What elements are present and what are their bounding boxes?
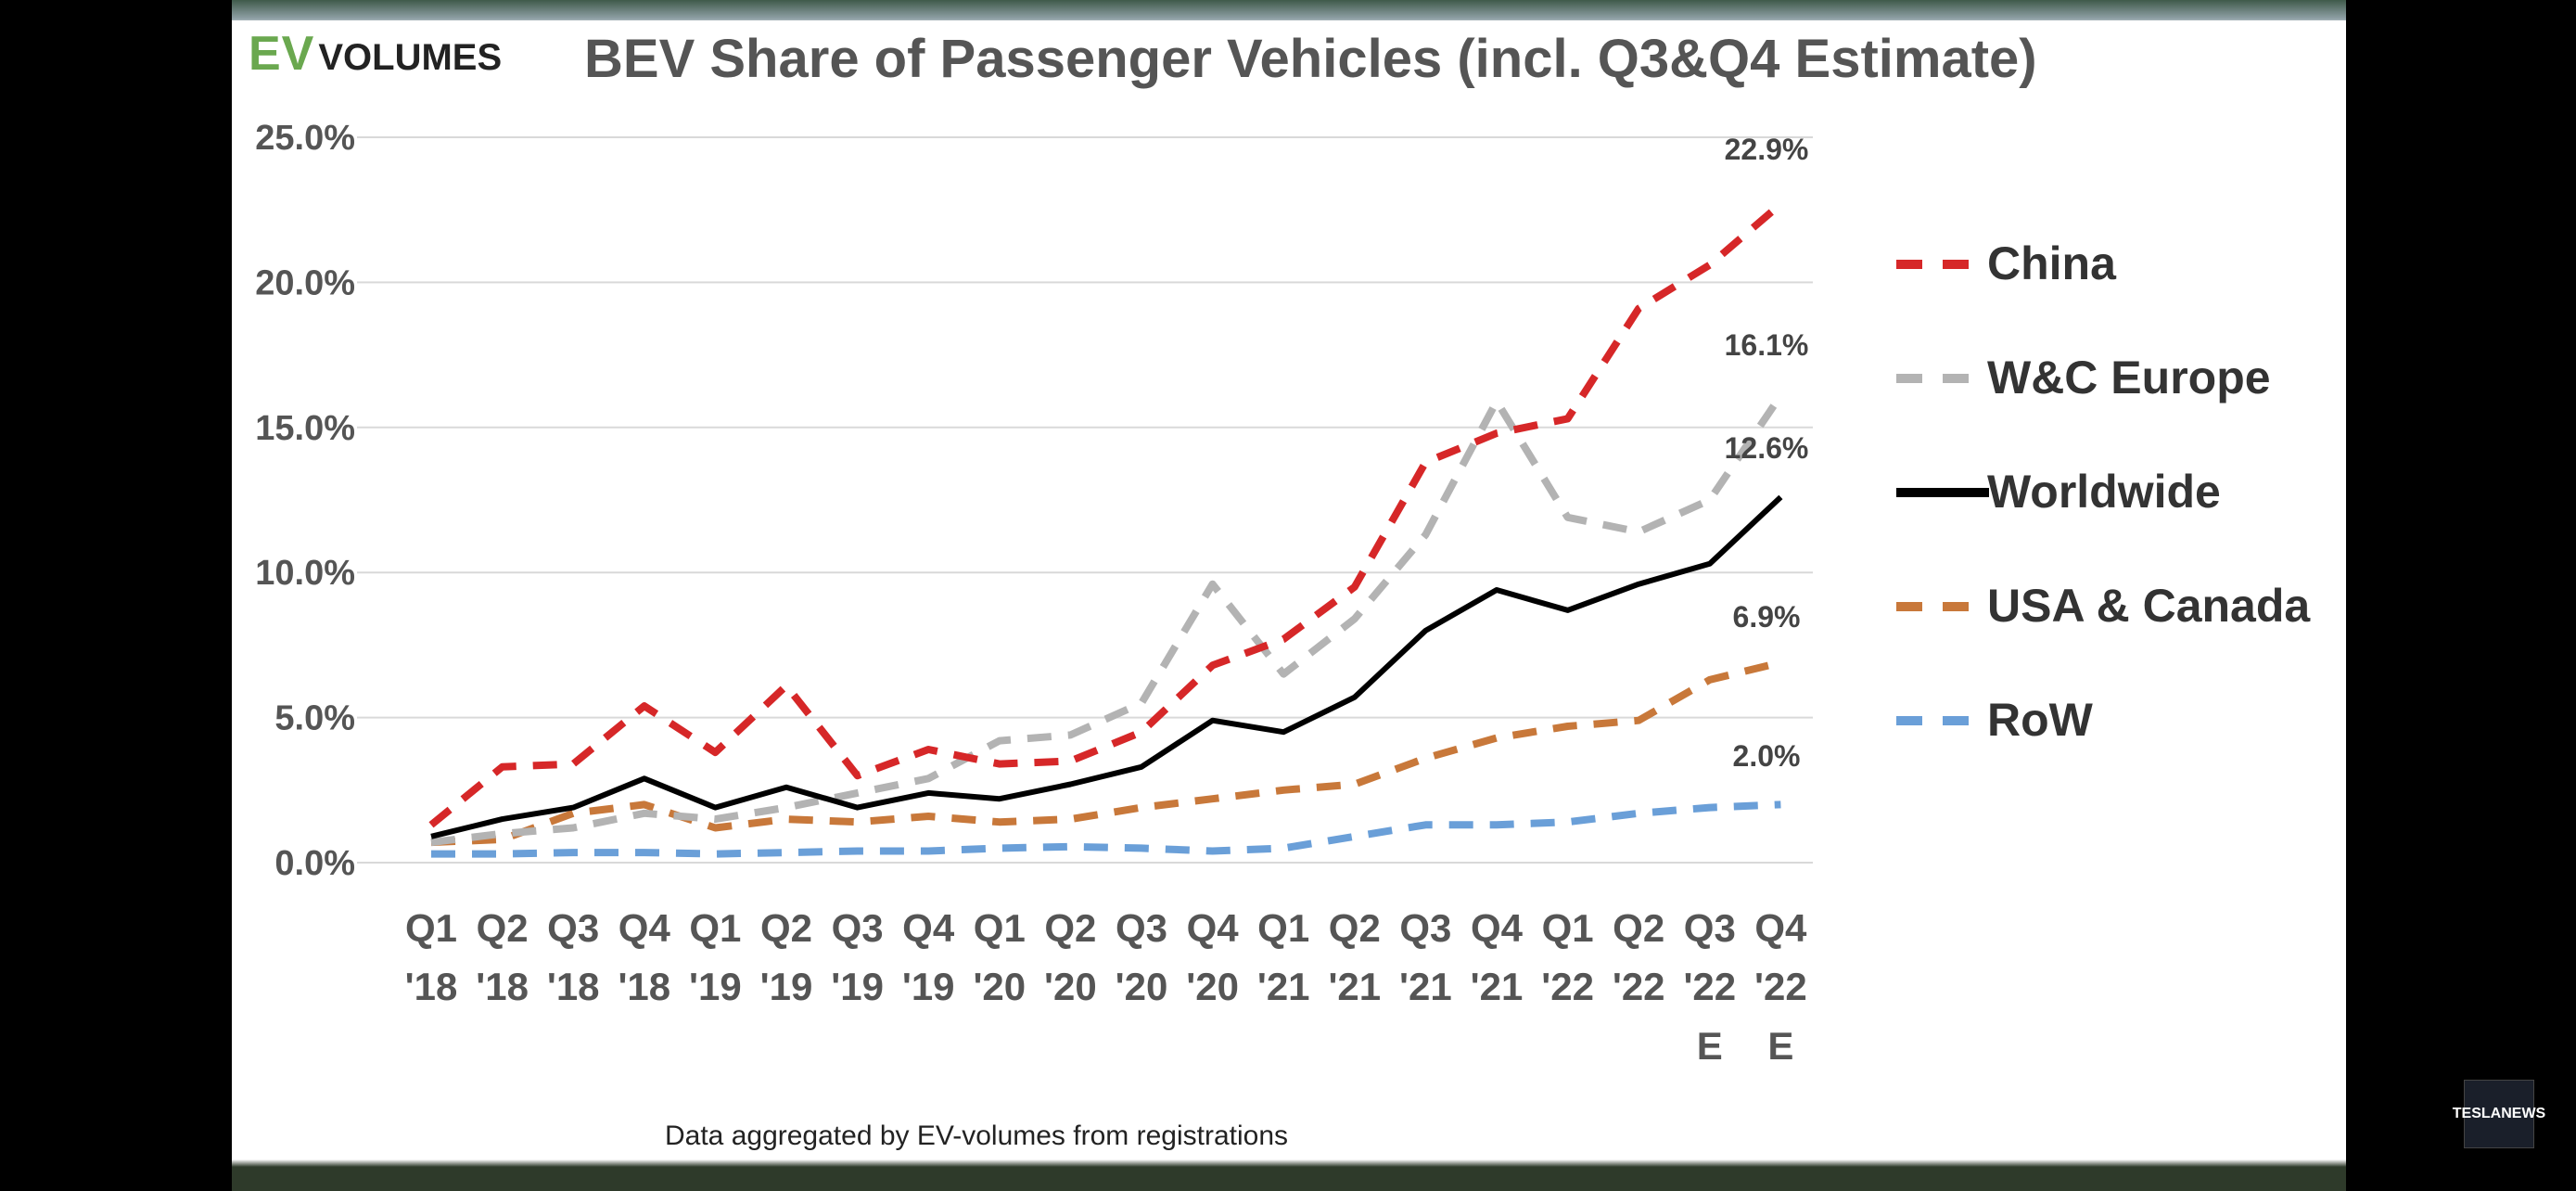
x-tick-year: '22 [1613, 965, 1665, 1008]
x-tick-quarter: Q2 [477, 906, 529, 950]
legend-label: RoW [1987, 694, 2093, 746]
y-tick-label: 25.0% [255, 119, 355, 158]
x-tick-year: '18 [618, 965, 670, 1008]
legend-label: USA & Canada [1987, 580, 2311, 632]
legend-swatch [1896, 716, 1989, 725]
x-tick-quarter: Q4 [1754, 906, 1807, 950]
data-label-end: 12.6% [1725, 431, 1809, 465]
x-tick-year: '22 [1683, 965, 1736, 1008]
x-tick-quarter: Q2 [1613, 906, 1664, 950]
x-tick-year: '19 [689, 965, 742, 1008]
logo-ev-text: EV [249, 27, 315, 81]
data-label-end: 16.1% [1725, 328, 1809, 362]
slide [232, 0, 2346, 1191]
x-tick-year: '21 [1257, 965, 1310, 1008]
legend-label: W&C Europe [1987, 352, 2271, 403]
x-tick-year: '22 [1541, 965, 1594, 1008]
ev-volumes-logo: EV VOLUMES [249, 26, 502, 82]
legend-swatch [1896, 374, 1989, 383]
legend-label: China [1987, 237, 2116, 289]
x-tick-quarter: Q4 [1471, 906, 1524, 950]
x-tick-year: '18 [476, 965, 529, 1008]
x-tick-quarter: Q2 [1329, 906, 1381, 950]
x-tick-year: '18 [547, 965, 600, 1008]
x-tick-year: '22 [1754, 965, 1807, 1008]
series-line-w-c-europe [430, 393, 1784, 847]
data-label-end: 22.9% [1725, 133, 1809, 166]
y-tick-label: 15.0% [255, 409, 355, 448]
footnote: Data aggregated by EV-volumes from regis… [665, 1121, 1288, 1151]
x-tick-year: '20 [1044, 965, 1097, 1008]
x-tick-year: '21 [1399, 965, 1452, 1008]
y-tick-label: 0.0% [274, 844, 355, 883]
data-label-end: 2.0% [1733, 739, 1801, 773]
x-tick-quarter: Q3 [1399, 906, 1451, 950]
x-tick-quarter: Q4 [1187, 906, 1240, 950]
x-tick-quarter: Q3 [1116, 906, 1167, 950]
x-tick-estimate: E [1767, 1024, 1793, 1068]
series-line-worldwide [430, 494, 1783, 839]
x-tick-estimate: E [1697, 1024, 1723, 1068]
x-tick-year: '19 [760, 965, 813, 1008]
series-line-row [431, 800, 1781, 858]
x-tick-quarter: Q1 [1257, 906, 1309, 950]
y-tick-label: 5.0% [274, 699, 355, 738]
y-tick-label: 10.0% [255, 554, 355, 593]
x-tick-year: '21 [1328, 965, 1381, 1008]
x-tick-year: '20 [1116, 965, 1168, 1008]
x-tick-quarter: Q1 [689, 906, 741, 950]
x-tick-year: '21 [1471, 965, 1524, 1008]
series-line-china [428, 200, 1784, 828]
x-tick-quarter: Q4 [902, 906, 955, 950]
series-line-usa-canada [430, 659, 1782, 847]
x-tick-quarter: Q4 [618, 906, 671, 950]
channel-badge: TESLANEWS [2453, 1080, 2545, 1148]
legend-label: Worldwide [1987, 466, 2221, 518]
data-label-end: 6.9% [1733, 600, 1801, 634]
chart-title: BEV Share of Passenger Vehicles (incl. Q… [584, 29, 2037, 89]
x-tick-year: '18 [405, 965, 458, 1008]
x-tick-year: '20 [1186, 965, 1239, 1008]
x-tick-quarter: Q1 [974, 906, 1026, 950]
x-tick-quarter: Q2 [760, 906, 812, 950]
slide-background [232, 20, 2346, 1159]
legend-swatch [1896, 260, 1989, 269]
x-tick-quarter: Q3 [1684, 906, 1736, 950]
x-tick-quarter: Q1 [1542, 906, 1594, 950]
x-tick-quarter: Q3 [547, 906, 599, 950]
logo-volumes-text: VOLUMES [318, 37, 503, 78]
y-tick-label: 20.0% [255, 263, 355, 302]
x-tick-year: '20 [973, 965, 1026, 1008]
x-tick-quarter: Q2 [1044, 906, 1096, 950]
x-tick-year: '19 [831, 965, 884, 1008]
legend-swatch [1896, 602, 1989, 611]
x-tick-quarter: Q3 [832, 906, 884, 950]
x-tick-year: '19 [902, 965, 955, 1008]
legend-swatch [1896, 488, 1989, 497]
x-tick-quarter: Q1 [405, 906, 457, 950]
